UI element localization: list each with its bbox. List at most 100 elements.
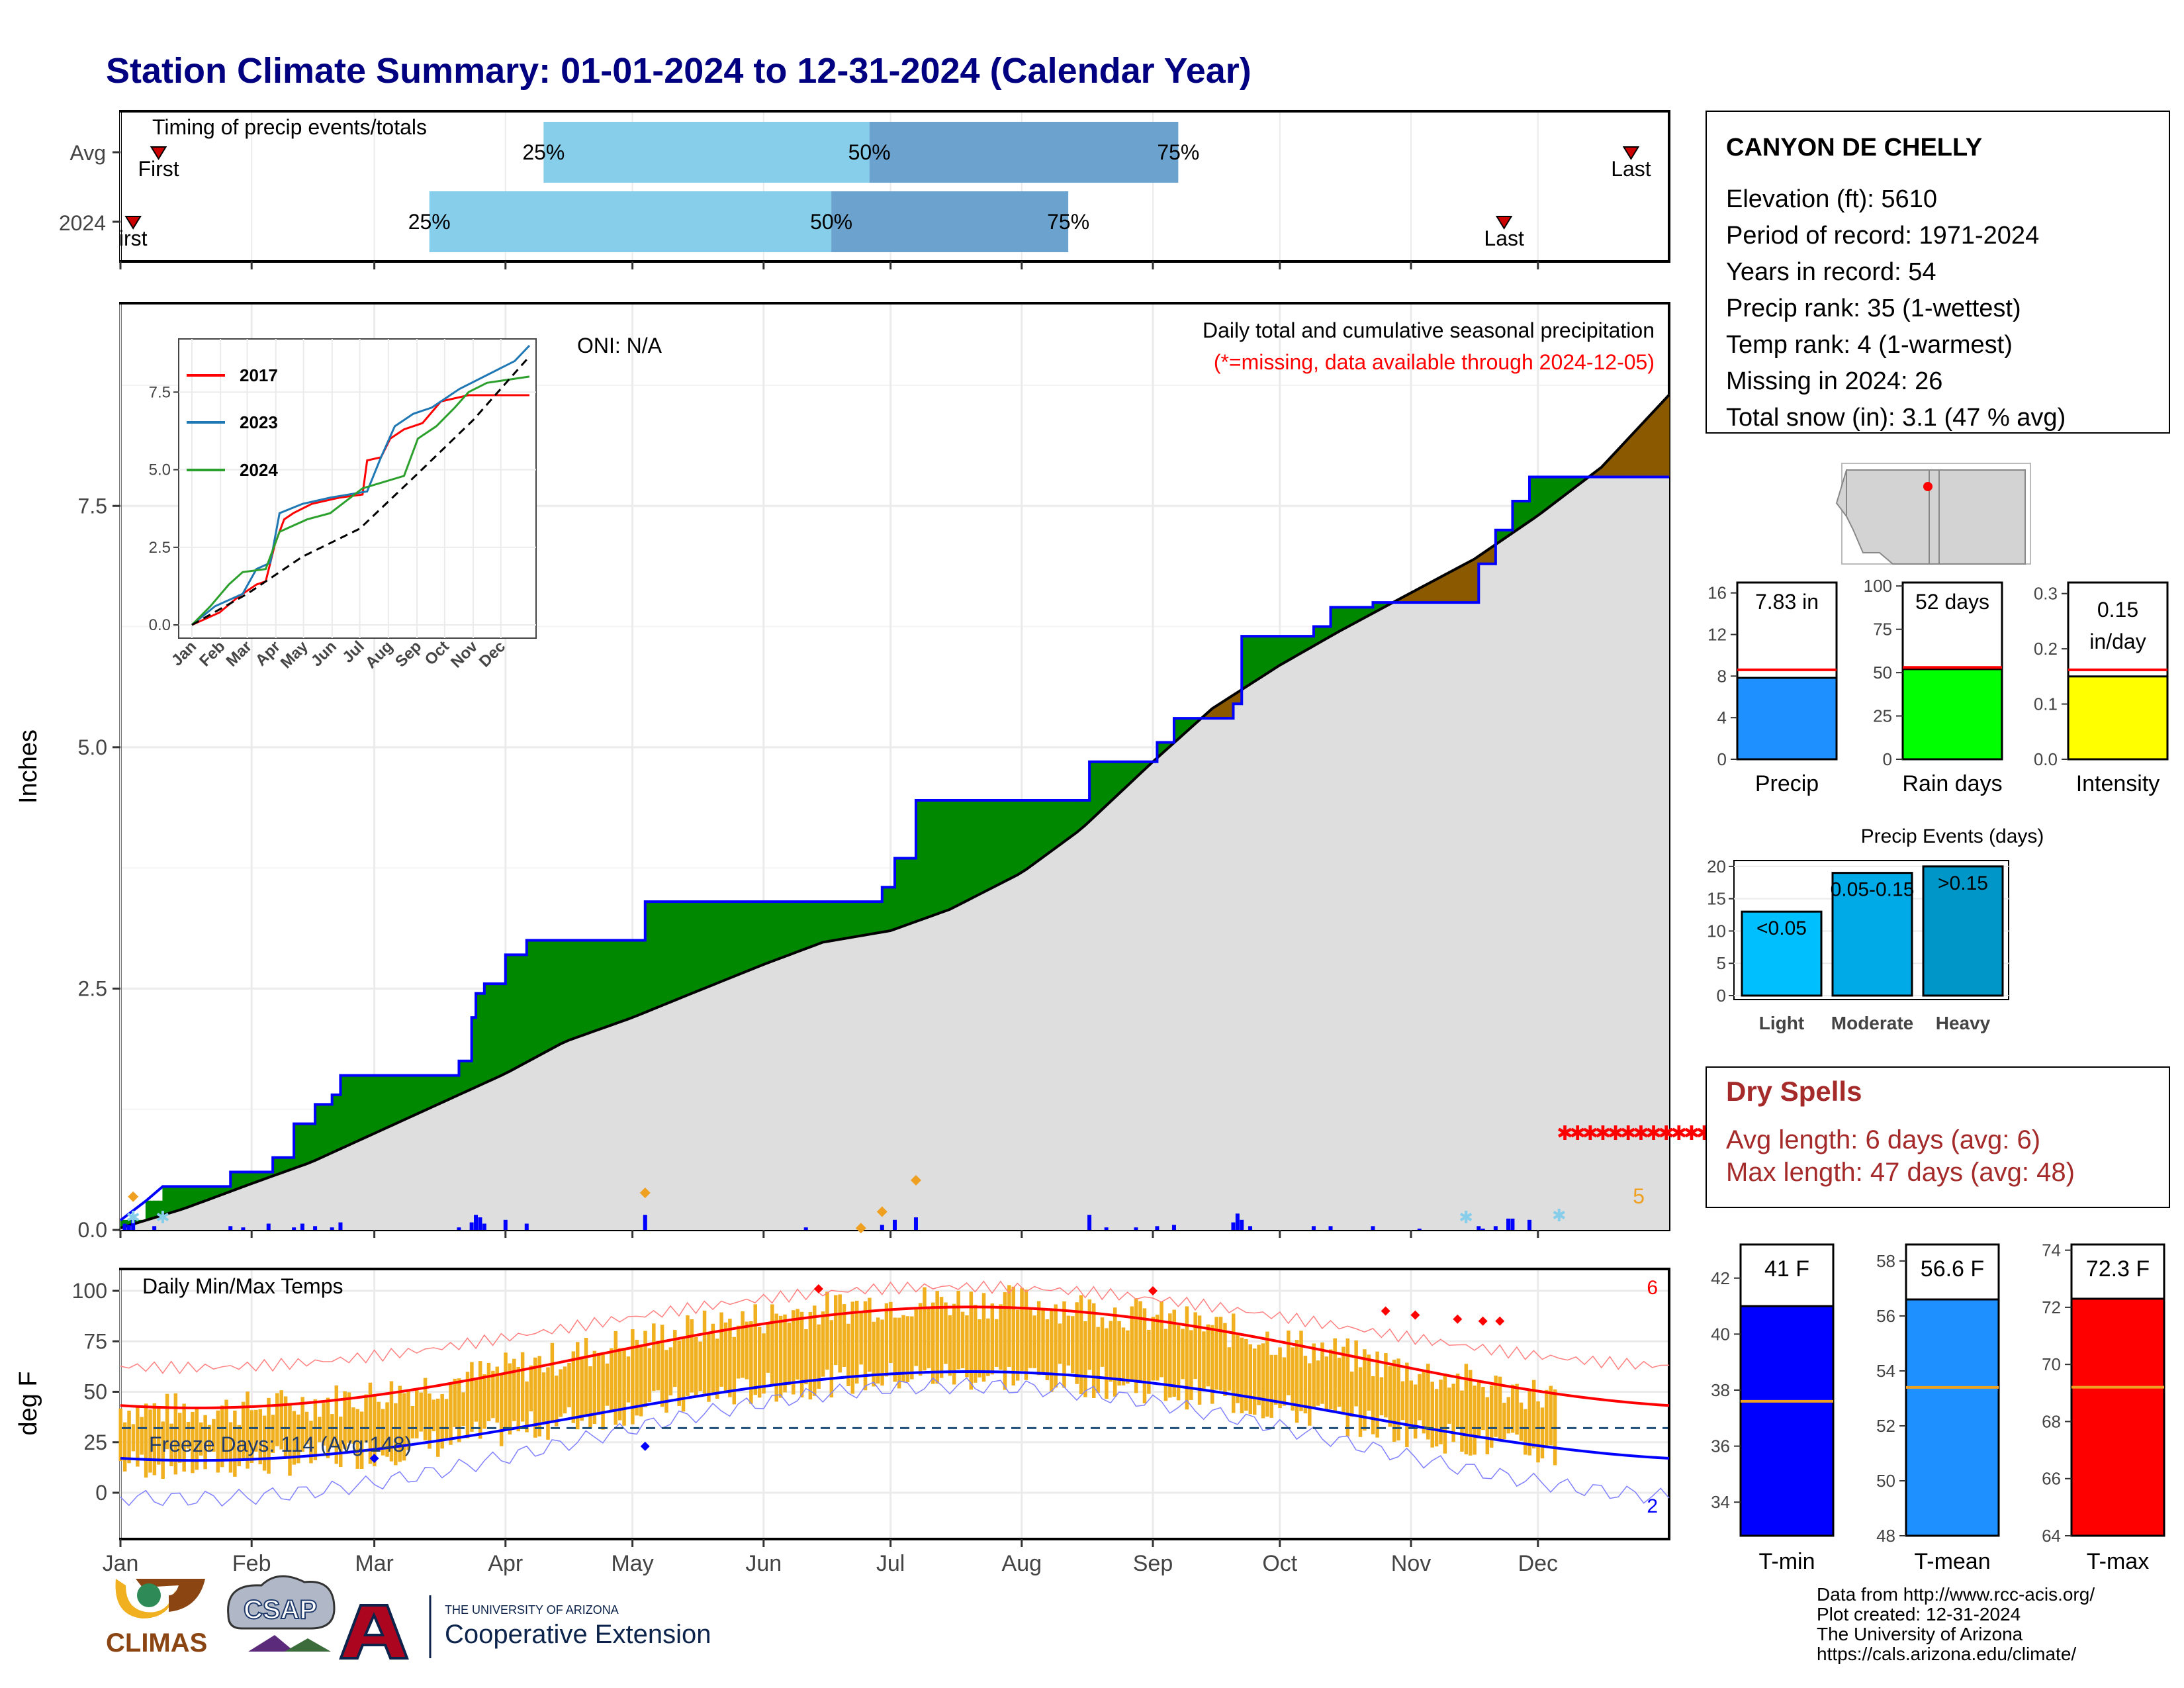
daily-temp-bar <box>178 1413 182 1463</box>
observed-cumulative-line <box>119 475 1669 1222</box>
precip-departure-segment <box>611 940 616 1026</box>
daily-temp-bar <box>1342 1346 1345 1413</box>
daily-temp-bar <box>596 1352 601 1415</box>
temp-bar-tick: 74 <box>2042 1241 2061 1260</box>
precip-departure-segment <box>1533 477 1539 520</box>
precip-departure-segment <box>1626 434 1631 477</box>
daily-temp-bar <box>1214 1317 1218 1390</box>
daily-temp-bar <box>1405 1362 1409 1447</box>
daily-temp-bar <box>1349 1371 1354 1417</box>
temp-bar-value: 72.3 F <box>2086 1256 2150 1282</box>
precip-departure-segment <box>1338 606 1344 632</box>
precip-departure-segment <box>323 1103 328 1157</box>
credit-line-3: The University of Arizona <box>1817 1624 2023 1644</box>
daily-temp-bar <box>994 1319 999 1367</box>
summary-bar-value: 52 days <box>1915 590 1989 614</box>
precip-departure-segment <box>479 993 485 1086</box>
timing-pct-label: 25% <box>408 210 451 234</box>
daily-temp-bar <box>373 1394 377 1467</box>
precip-departure-segment <box>145 1200 151 1221</box>
daily-temp-bar <box>622 1348 626 1426</box>
record-high-marker <box>813 1284 823 1293</box>
precip-departure-segment <box>763 901 768 965</box>
daily-temp-bar <box>918 1303 923 1376</box>
daily-temp-bar <box>1363 1349 1367 1431</box>
daily-temp-bar <box>1227 1347 1232 1391</box>
daily-temp-bar <box>338 1416 343 1468</box>
temp-bar-tick: 54 <box>1876 1361 1895 1381</box>
precip-departure-segment <box>682 901 688 998</box>
timing-bar-50-75 <box>831 191 1069 252</box>
coop-extension-text: Cooperative Extension <box>445 1620 711 1649</box>
precip-departure-segment <box>877 901 883 933</box>
locator-map <box>1835 463 2031 565</box>
temperature-bars: 41 F 34 36 38 40 42 T-min 56.6 F 48 50 52 54 56 58 T-m… <box>1711 1241 2165 1574</box>
daily-temp-bar <box>728 1319 732 1397</box>
daily-temp-bar <box>978 1319 981 1378</box>
summary-bar-tick: 4 <box>1717 708 1727 727</box>
event-bar-label: Heavy <box>1936 1013 1991 1033</box>
temp-ytick: 0 <box>95 1481 107 1505</box>
daily-precip-bar <box>1493 1226 1498 1230</box>
daily-temp-bar <box>1231 1313 1236 1413</box>
daily-temp-bar <box>999 1304 1003 1370</box>
event-bar-text: >0.15 <box>1938 872 1988 894</box>
precip-events-panel: Precip Events (days) 0 5 10 15 20 <0.05 Light 0… <box>1707 825 2044 1033</box>
precip-departure-segment <box>670 901 676 1003</box>
daily-temp-bar <box>1329 1349 1333 1409</box>
daily-temp-bar <box>546 1367 550 1440</box>
precip-departure-segment <box>1042 800 1048 858</box>
precip-departure-segment <box>424 1075 430 1111</box>
daily-precip-bar <box>266 1223 271 1230</box>
daily-temp-bar <box>1138 1301 1142 1382</box>
daily-precip-bar <box>474 1215 478 1230</box>
daily-temp-bar <box>402 1393 406 1461</box>
precip-departure-segment <box>374 1075 379 1134</box>
daily-temp-bar <box>575 1342 580 1430</box>
daily-temp-bar <box>283 1396 288 1456</box>
daily-temp-bar <box>436 1398 440 1457</box>
precip-departure-segment <box>898 858 904 929</box>
daily-temp-bar <box>1197 1315 1202 1405</box>
precip-corner-number: 5 <box>1633 1184 1645 1208</box>
month-label: Jun <box>745 1551 782 1576</box>
precip-departure-segment <box>700 901 705 991</box>
precip-departure-segment <box>907 858 913 925</box>
daily-temp-bar <box>465 1372 470 1438</box>
daily-temp-bar <box>237 1425 242 1466</box>
precip-departure-segment <box>387 1075 392 1129</box>
daily-temp-bar <box>1375 1351 1379 1438</box>
daily-precip-bar <box>1104 1227 1109 1230</box>
daily-temp-bar <box>1308 1363 1312 1426</box>
daily-temp-bar <box>872 1321 876 1387</box>
precip-departure-segment <box>606 940 612 1027</box>
precip-departure-segment <box>1068 800 1073 839</box>
temp-title: Daily Min/Max Temps <box>142 1274 343 1298</box>
daily-temp-bar <box>122 1422 127 1472</box>
daily-temp-bar <box>948 1315 952 1376</box>
daily-temp-bar <box>309 1421 313 1464</box>
summary-bar-tick: 75 <box>1873 620 1892 639</box>
precip-departure-segment <box>1038 800 1044 861</box>
precip-departure-segment <box>353 1075 358 1144</box>
daily-temp-bar <box>660 1325 664 1407</box>
daily-temp-bar <box>191 1411 195 1474</box>
avg-min-line <box>120 1370 1670 1462</box>
precip-departure-segment <box>1516 500 1522 531</box>
summary-bar-value: 0.15 <box>2097 598 2138 622</box>
record-high-marker <box>1410 1310 1420 1320</box>
precip-departure-segment <box>500 983 506 1076</box>
daily-temp-bar <box>1545 1389 1549 1446</box>
precip-departure-segment <box>183 1186 189 1209</box>
precip-departure-segment <box>171 1186 176 1213</box>
precip-departure-segment <box>560 940 565 1045</box>
daily-temp-bar <box>647 1348 652 1403</box>
daily-temp-bar <box>1100 1317 1105 1367</box>
daily-temp-bar <box>854 1300 859 1384</box>
event-bar-moderate <box>1831 872 1913 997</box>
daily-temp-bar <box>406 1389 410 1450</box>
daily-temp-bar <box>1426 1364 1430 1440</box>
daily-temp-bar <box>343 1391 347 1449</box>
daily-precip-bar <box>1506 1218 1511 1230</box>
daily-temp-bar <box>910 1316 914 1380</box>
